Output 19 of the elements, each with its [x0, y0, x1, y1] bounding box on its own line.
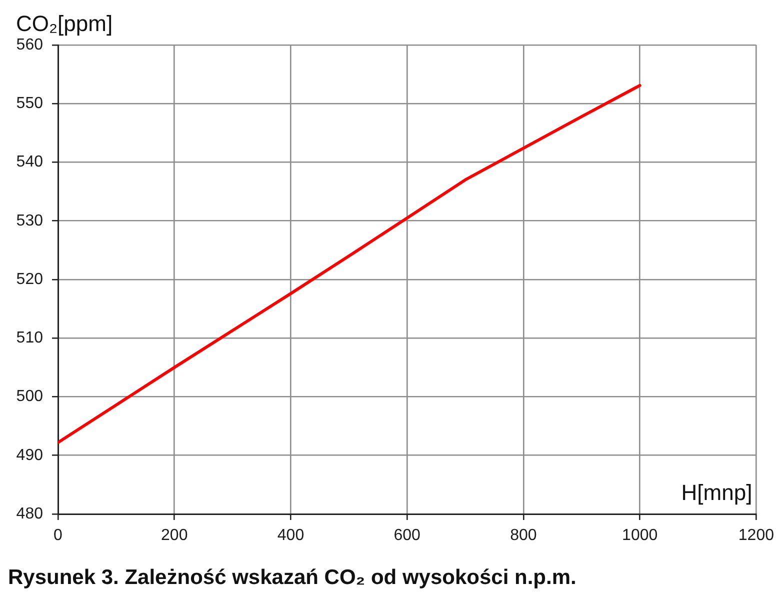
- y-tick-label: 530: [16, 212, 44, 230]
- y-tick-label: 480: [16, 505, 44, 522]
- y-tick-label: 540: [16, 154, 44, 171]
- y-tick-label: 490: [16, 446, 44, 464]
- x-axis-title: H[mnp]: [681, 480, 752, 505]
- text: Rysunek 3. Zależność wskazań CO₂ od wysokości n.p.m.: [8, 566, 576, 589]
- y-tick-label: 560: [16, 36, 44, 54]
- x-tick-label: 800: [510, 527, 537, 544]
- x-tick-label: 1000: [622, 527, 658, 544]
- x-tick-label: 200: [161, 527, 188, 544]
- x-tick-label: 600: [394, 527, 421, 544]
- x-tick-label: 0: [54, 527, 63, 544]
- y-tick-label: 500: [16, 388, 44, 406]
- y-tick-label: 550: [16, 95, 44, 112]
- y-tick-label: 510: [16, 330, 44, 347]
- y-tick-label: 520: [16, 270, 44, 288]
- y-axis-title: CO₂[ppm]: [16, 11, 113, 36]
- x-tick-label: 1200: [738, 527, 774, 544]
- x-tick-label: 400: [277, 527, 304, 544]
